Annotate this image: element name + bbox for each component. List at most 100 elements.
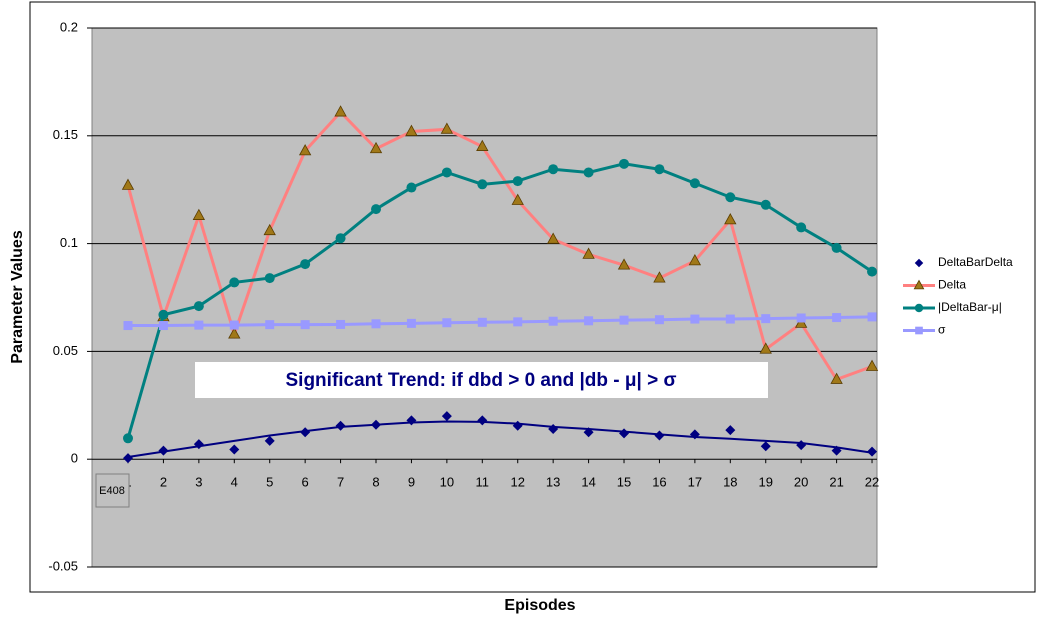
marker <box>690 314 700 324</box>
marker <box>654 430 665 441</box>
marker <box>796 313 806 323</box>
marker <box>229 444 240 455</box>
marker <box>193 301 204 312</box>
marker <box>831 445 842 456</box>
marker <box>617 258 631 270</box>
marker <box>335 233 346 244</box>
x-tick-label: 20 <box>794 475 808 490</box>
x-axis-label: Episodes <box>504 597 575 614</box>
marker <box>759 342 772 354</box>
marker <box>371 204 382 215</box>
marker <box>512 176 523 187</box>
legend-label: σ <box>938 323 946 337</box>
marker <box>548 424 559 435</box>
marker <box>477 317 487 327</box>
marker <box>158 309 169 320</box>
marker <box>442 318 452 328</box>
legend-label: |DeltaBar-μ| <box>938 300 1002 314</box>
marker <box>336 319 346 329</box>
marker <box>619 158 630 169</box>
marker <box>689 429 700 440</box>
marker <box>724 213 737 225</box>
marker <box>406 415 417 426</box>
x-tick-label: 21 <box>829 475 843 490</box>
marker <box>688 254 702 266</box>
marker <box>300 427 311 438</box>
marker <box>583 167 594 178</box>
marker <box>867 446 878 457</box>
marker <box>865 359 879 371</box>
legend-label: DeltaBarDelta <box>938 255 1013 269</box>
marker <box>263 223 276 236</box>
marker <box>653 271 666 283</box>
x-tick-label: 16 <box>652 475 666 490</box>
x-tick-label: 5 <box>266 475 273 490</box>
x-tick-label: 13 <box>546 475 560 490</box>
legend-label: Delta <box>938 278 966 292</box>
y-tick-label: 0 <box>71 451 78 466</box>
marker <box>440 122 454 134</box>
marker <box>406 318 416 328</box>
marker <box>796 222 807 233</box>
marker <box>914 303 924 313</box>
marker <box>796 440 807 451</box>
marker <box>158 321 168 331</box>
marker <box>121 178 135 190</box>
marker <box>441 167 452 178</box>
y-axis-label: Parameter Values <box>9 230 26 364</box>
x-tick-label: 11 <box>476 475 490 490</box>
x-tick-label: 10 <box>440 475 454 490</box>
marker <box>228 327 241 339</box>
marker <box>546 232 560 244</box>
cell-tag-box <box>95 473 130 508</box>
marker <box>654 164 665 175</box>
cell-tag: E408 <box>99 485 125 497</box>
marker <box>761 314 771 324</box>
x-tick-label: 18 <box>723 475 737 490</box>
marker <box>914 258 924 268</box>
marker <box>158 445 169 456</box>
marker <box>913 279 925 290</box>
x-tick-label: 7 <box>337 475 344 490</box>
marker <box>229 277 240 288</box>
marker <box>300 259 311 270</box>
x-tick-label: 4 <box>231 475 238 490</box>
marker <box>915 326 923 335</box>
y-tick-label: 0.1 <box>60 235 78 250</box>
marker <box>123 433 133 444</box>
marker <box>548 316 558 326</box>
marker <box>513 317 523 327</box>
marker <box>334 105 347 117</box>
marker <box>264 273 275 284</box>
y-tick-label: 0.15 <box>53 127 78 142</box>
marker <box>298 144 312 156</box>
series-line <box>126 109 873 382</box>
marker <box>512 420 523 431</box>
annotation: Significant Trend: if dbd > 0 and |db - … <box>286 370 677 391</box>
y-tick-label: -0.05 <box>48 558 78 573</box>
marker <box>371 319 381 329</box>
marker <box>584 316 594 326</box>
series-line <box>126 162 873 439</box>
marker <box>619 428 630 439</box>
marker <box>264 435 275 446</box>
marker <box>441 411 452 422</box>
marker <box>477 415 488 426</box>
marker <box>476 139 489 151</box>
marker <box>300 320 310 330</box>
marker <box>229 320 239 330</box>
legend: DeltaBarDelta Delta |DeltaBar-μ| σ <box>903 255 1013 337</box>
x-tick-label: 3 <box>195 475 202 490</box>
marker <box>831 242 842 253</box>
annotation-box <box>195 362 768 398</box>
marker <box>867 312 877 322</box>
marker <box>760 199 771 210</box>
marker <box>832 313 842 323</box>
x-tick-label: 17 <box>688 475 702 490</box>
marker <box>583 427 594 438</box>
marker <box>193 439 204 450</box>
marker <box>123 321 133 331</box>
marker <box>265 320 275 330</box>
x-tick-label: 15 <box>617 475 631 490</box>
